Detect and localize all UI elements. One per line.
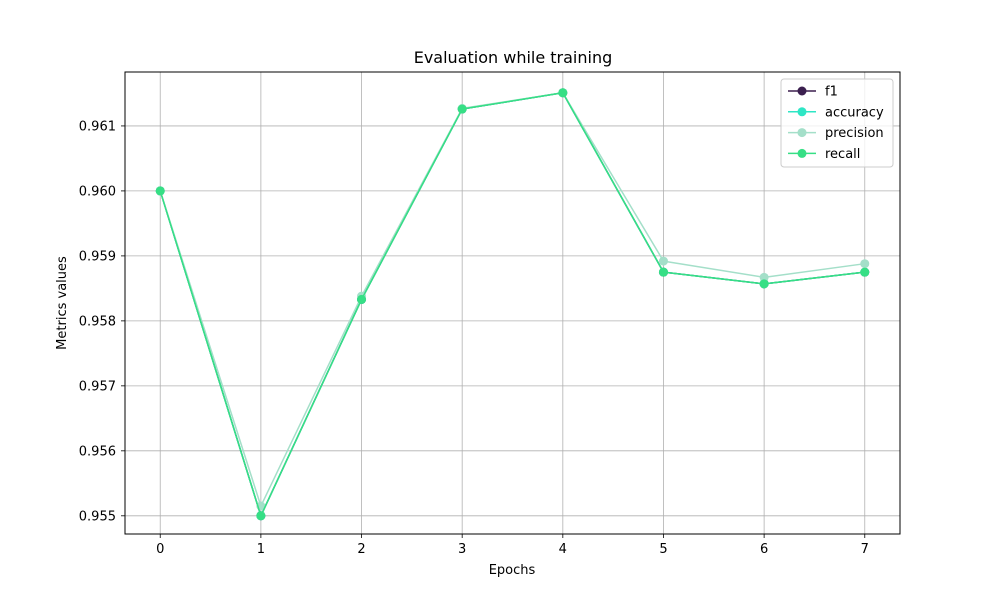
legend-label-accuracy: accuracy	[825, 105, 884, 120]
data-point-precision	[860, 259, 870, 269]
data-point-precision	[658, 256, 668, 266]
legend-item-accuracy: accuracy	[788, 105, 884, 120]
x-tick-label: 4	[559, 542, 567, 557]
y-tick-label: 0.961	[79, 119, 116, 134]
y-tick-label: 0.958	[79, 314, 116, 329]
data-point-recall	[658, 267, 668, 277]
data-point-recall	[457, 104, 467, 114]
data-point-recall	[357, 294, 367, 304]
legend-label-precision: precision	[825, 126, 884, 141]
x-tick-label: 1	[257, 542, 265, 557]
data-point-precision	[759, 272, 769, 282]
y-tick-label: 0.960	[79, 184, 116, 199]
legend-marker-accuracy	[797, 107, 807, 117]
series-lines	[155, 88, 870, 521]
data-point-recall	[256, 511, 266, 521]
y-tick-label: 0.956	[79, 444, 116, 459]
series-line-recall	[159, 92, 865, 517]
plot-frame	[124, 71, 901, 535]
legend-label-f1: f1	[825, 85, 838, 100]
data-point-recall	[759, 279, 769, 289]
data-point-recall	[558, 88, 568, 98]
axis-ticks: 0 1 2 3 4 5 6 7 0.955 0.956 0.957 0.958 0.959 0.960 0.…	[79, 119, 869, 557]
legend-item-recall: recall	[788, 147, 860, 162]
legend-marker-f1	[797, 86, 807, 96]
chart-title: Evaluation while training	[414, 48, 613, 67]
data-point-recall	[155, 186, 165, 196]
y-tick-label: 0.959	[79, 249, 116, 264]
x-tick-label: 0	[156, 542, 164, 557]
series-recall	[155, 88, 870, 521]
x-tick-label: 2	[357, 542, 365, 557]
legend-label-recall: recall	[825, 147, 860, 162]
x-tick-label: 6	[760, 542, 768, 557]
legend-box	[780, 78, 894, 168]
x-tick-label: 7	[861, 542, 869, 557]
legend-marker-recall	[797, 148, 807, 158]
data-point-recall	[860, 267, 870, 277]
legend-item-precision: precision	[788, 126, 884, 141]
x-tick-label: 5	[659, 542, 667, 557]
legend-marker-precision	[797, 128, 807, 138]
y-tick-label: 0.957	[79, 379, 116, 394]
legend: f1 accuracy precision recall	[780, 78, 894, 168]
y-axis-label: Metrics values	[55, 256, 70, 350]
x-axis-label: Epochs	[489, 563, 536, 578]
legend-item-f1: f1	[788, 85, 838, 100]
y-tick-label: 0.955	[79, 509, 116, 524]
x-tick-label: 3	[458, 542, 466, 557]
